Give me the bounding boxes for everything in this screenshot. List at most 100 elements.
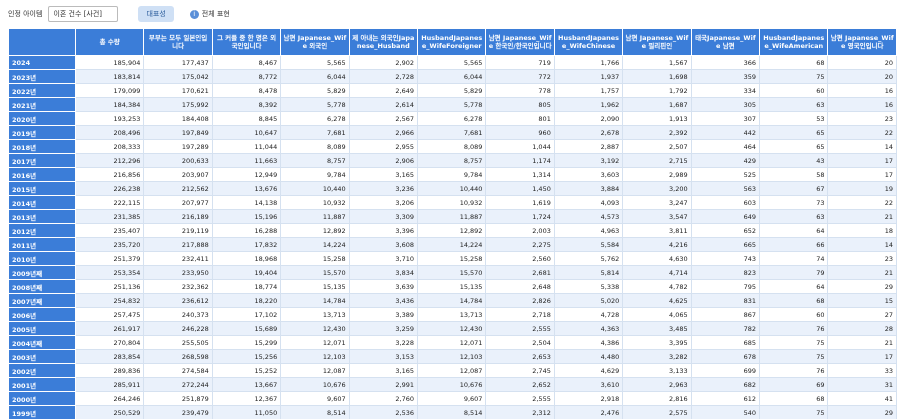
value-cell: 1,757 <box>553 83 624 98</box>
year-cell: 2023년 <box>8 69 76 84</box>
value-cell: 2,715 <box>622 153 692 168</box>
value-cell: 3,389 <box>348 307 419 322</box>
value-cell: 3,309 <box>348 209 419 224</box>
value-cell: 2,614 <box>348 97 419 112</box>
value-cell: 4,629 <box>553 363 624 378</box>
value-cell: 3,165 <box>348 167 419 182</box>
value-cell: 7,681 <box>280 125 350 140</box>
value-cell: 1,314 <box>485 167 555 182</box>
value-cell: 2,966 <box>348 125 419 140</box>
value-cell: 15 <box>827 293 897 308</box>
value-cell: 74 <box>759 251 829 266</box>
value-cell: 7,681 <box>417 125 487 140</box>
value-cell: 2,906 <box>348 153 419 168</box>
year-cell: 2022년 <box>8 83 76 98</box>
value-cell: 442 <box>690 125 761 140</box>
value-cell: 4,216 <box>622 237 692 252</box>
value-cell: 2,745 <box>485 363 555 378</box>
value-cell: 801 <box>485 111 555 126</box>
value-cell: 2,963 <box>622 377 692 392</box>
value-cell: 285,911 <box>74 377 145 392</box>
value-cell: 8,757 <box>417 153 487 168</box>
value-cell: 4,625 <box>622 293 692 308</box>
column-header: 제 아내는 외국인Japanese_Husband <box>348 28 419 56</box>
value-cell: 12,949 <box>211 167 282 182</box>
value-cell: 246,228 <box>143 321 213 336</box>
column-header: 부부는 모두 일본인입니다 <box>143 28 213 56</box>
value-cell: 743 <box>690 251 761 266</box>
value-cell: 678 <box>690 349 761 364</box>
value-cell: 823 <box>690 265 761 280</box>
header-row: 총 수량 부부는 모두 일본인입니다 그 커플 중 한 명은 외국인입니다 남편 Ja… <box>8 28 897 56</box>
value-cell: 274,584 <box>143 363 213 378</box>
value-cell: 272,244 <box>143 377 213 392</box>
value-cell: 652 <box>690 223 761 238</box>
value-cell: 28 <box>827 321 897 336</box>
value-cell: 253,354 <box>74 265 145 280</box>
year-cell: 2002년 <box>8 363 76 378</box>
value-cell: 1,792 <box>622 83 692 98</box>
year-cell: 2000년 <box>8 391 76 406</box>
data-table: 총 수량 부부는 모두 일본인입니다 그 커플 중 한 명은 외국인입니다 남편 Ja… <box>8 28 897 419</box>
value-cell: 3,192 <box>553 153 624 168</box>
value-cell: 13,676 <box>211 181 282 196</box>
value-cell: 4,714 <box>622 265 692 280</box>
value-cell: 33 <box>827 363 897 378</box>
value-cell: 366 <box>690 55 761 70</box>
value-cell: 1,724 <box>485 209 555 224</box>
value-cell: 212,562 <box>143 181 213 196</box>
value-cell: 1,766 <box>553 55 624 70</box>
value-cell: 3,834 <box>348 265 419 280</box>
value-cell: 185,904 <box>74 55 145 70</box>
value-cell: 10,676 <box>280 377 350 392</box>
value-cell: 2,312 <box>485 405 555 419</box>
value-cell: 3,228 <box>348 335 419 350</box>
show-all[interactable]: i 전체 표현 <box>189 9 230 19</box>
value-cell: 226,238 <box>74 181 145 196</box>
value-cell: 235,720 <box>74 237 145 252</box>
value-cell: 9,784 <box>280 167 350 182</box>
value-cell: 15,258 <box>417 251 487 266</box>
value-cell: 63 <box>759 209 829 224</box>
value-cell: 3,547 <box>622 209 692 224</box>
value-cell: 63 <box>759 97 829 112</box>
value-cell: 2,989 <box>622 167 692 182</box>
value-cell: 2,275 <box>485 237 555 252</box>
year-cell: 2024 <box>8 55 76 70</box>
year-cell: 1999년 <box>8 405 76 419</box>
value-cell: 184,408 <box>143 111 213 126</box>
representative-button[interactable]: 대표성 <box>138 6 174 22</box>
value-cell: 29 <box>827 279 897 294</box>
value-cell: 68 <box>759 293 829 308</box>
value-cell: 11,887 <box>417 209 487 224</box>
value-cell: 3,396 <box>348 223 419 238</box>
value-cell: 2,826 <box>485 293 555 308</box>
value-cell: 3,608 <box>348 237 419 252</box>
value-cell: 17,832 <box>211 237 282 252</box>
year-cell: 2012년 <box>8 223 76 238</box>
year-cell: 2020년 <box>8 111 76 126</box>
value-cell: 12,087 <box>417 363 487 378</box>
value-cell: 867 <box>690 307 761 322</box>
year-cell: 2017년 <box>8 153 76 168</box>
value-cell: 60 <box>759 307 829 322</box>
value-cell: 603 <box>690 195 761 210</box>
item-select[interactable]: 이혼 건수 [사건] <box>48 6 119 22</box>
value-cell: 8,757 <box>280 153 350 168</box>
value-cell: 4,093 <box>553 195 624 210</box>
value-cell: 15,570 <box>280 265 350 280</box>
value-cell: 2,003 <box>485 223 555 238</box>
value-cell: 65 <box>759 125 829 140</box>
year-header <box>8 28 76 56</box>
column-header: 남편 Japanese_Wife 필리핀인 <box>622 28 692 56</box>
value-cell: 782 <box>690 321 761 336</box>
value-cell: 2,648 <box>485 279 555 294</box>
value-cell: 3,395 <box>622 335 692 350</box>
value-cell: 11,044 <box>211 139 282 154</box>
value-cell: 268,598 <box>143 349 213 364</box>
value-cell: 18 <box>827 223 897 238</box>
value-cell: 429 <box>690 153 761 168</box>
value-cell: 2,816 <box>622 391 692 406</box>
value-cell: 3,603 <box>553 167 624 182</box>
value-cell: 8,089 <box>280 139 350 154</box>
